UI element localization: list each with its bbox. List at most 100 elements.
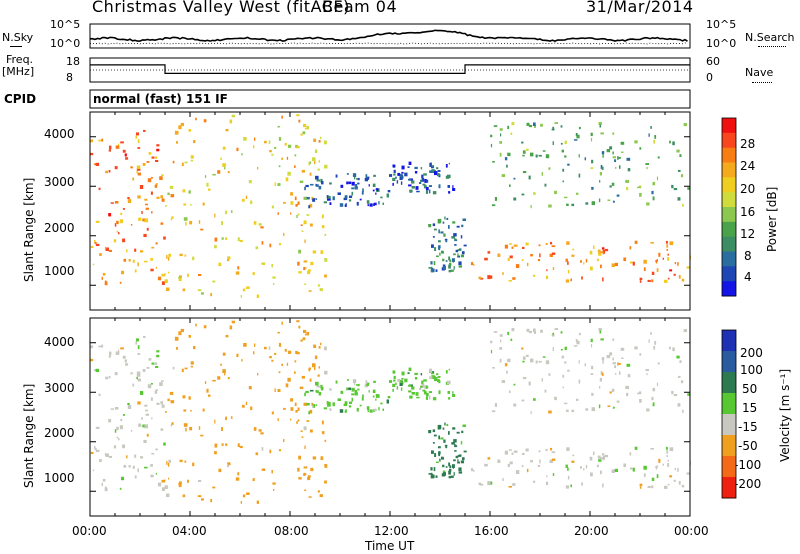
power-cell — [90, 152, 94, 156]
velocity-cell — [415, 392, 419, 396]
power-cell — [537, 259, 541, 262]
velocity-cell — [171, 422, 174, 425]
power-cell — [221, 221, 223, 225]
power-cell — [404, 172, 408, 177]
power-cell — [144, 198, 148, 201]
velocity-cell — [429, 368, 432, 373]
velocity-colorbar-segment — [722, 330, 736, 352]
power-cell — [274, 146, 277, 149]
power-cell — [214, 245, 217, 249]
power-cell — [212, 173, 216, 176]
power-cell — [438, 184, 441, 189]
velocity-cell — [250, 406, 253, 411]
power-cell — [324, 274, 327, 278]
power-cell — [192, 256, 195, 261]
power-cell — [313, 138, 317, 142]
velocity-cell — [438, 452, 441, 457]
velocity-cell — [151, 452, 155, 455]
velocity-cell — [508, 449, 512, 451]
velocity-cell — [324, 370, 328, 375]
velocity-cell — [581, 482, 583, 486]
power-cell — [354, 186, 358, 190]
axis-ticks — [89, 112, 691, 516]
power-cell — [572, 248, 575, 251]
velocity-cell — [258, 429, 262, 432]
power-cell — [448, 270, 452, 273]
velocity-cell — [274, 352, 277, 355]
velocity-cell — [436, 373, 439, 376]
xtick: 04:00 — [172, 524, 207, 538]
power-cell — [114, 166, 118, 170]
xtick: 00:00 — [674, 524, 709, 538]
power-cell — [268, 140, 271, 144]
velocity-cell — [461, 430, 464, 434]
velocity-cell — [438, 446, 441, 449]
power-cell — [301, 230, 304, 232]
velocity-cell — [598, 404, 601, 409]
velocity-cell — [511, 452, 514, 455]
velocity-cell — [98, 345, 102, 348]
power-cell — [436, 255, 439, 258]
power-cell — [611, 182, 615, 186]
power-cell — [600, 165, 603, 169]
power-cell — [300, 133, 303, 136]
power-cell — [504, 157, 508, 161]
velocity-cell — [546, 481, 549, 486]
power-cell — [227, 257, 231, 260]
velocity-cell — [452, 464, 455, 468]
power-cell — [422, 183, 426, 186]
power-cell — [98, 139, 102, 142]
velocity-cell — [346, 379, 349, 381]
power-cell — [198, 220, 201, 224]
velocity-cell — [607, 405, 611, 407]
power-cell — [601, 247, 605, 250]
power-cell — [431, 244, 434, 248]
velocity-cell — [395, 382, 397, 385]
power-cell — [166, 287, 170, 291]
velocity-cell — [386, 399, 389, 404]
power-cell — [669, 241, 674, 246]
velocity-cell — [437, 376, 441, 378]
power-cell — [349, 195, 353, 198]
power-cell — [621, 151, 624, 153]
power-cell — [273, 282, 275, 285]
power-cell — [626, 186, 629, 191]
power-cell — [585, 202, 589, 205]
power-cell — [401, 171, 404, 174]
power-cell — [542, 150, 546, 152]
power-cell — [420, 167, 423, 170]
power-cell — [597, 252, 601, 254]
velocity-ytick: 2000 — [44, 426, 75, 440]
power-cell — [407, 166, 410, 168]
power-cell — [563, 196, 568, 199]
power-cell — [513, 177, 516, 180]
velocity-cell — [629, 452, 632, 456]
velocity-cell — [324, 480, 327, 484]
velocity-cell — [155, 389, 158, 391]
power-cell — [528, 175, 531, 180]
power-cell — [583, 262, 585, 265]
power-cell — [626, 157, 631, 161]
velocity-cell — [278, 371, 281, 374]
velocity-cell — [489, 481, 493, 485]
velocity-cell — [317, 490, 320, 493]
power-cell — [116, 220, 119, 225]
power-cell — [463, 244, 467, 247]
power-cell — [148, 152, 152, 155]
power-cell — [309, 161, 311, 165]
power-cell — [253, 145, 255, 149]
power-cell — [294, 154, 297, 157]
velocity-cell — [145, 413, 149, 416]
power-cell — [599, 171, 602, 176]
power-cell — [612, 156, 616, 159]
power-cell — [683, 123, 687, 127]
power-cell — [184, 254, 187, 257]
power-cell — [346, 181, 349, 185]
velocity-cell — [151, 362, 155, 365]
power-cell — [208, 188, 211, 191]
velocity-cell — [651, 485, 654, 489]
velocity-cell — [664, 485, 668, 489]
power-cell — [540, 123, 543, 127]
velocity-cell — [202, 408, 205, 412]
power-cell — [565, 258, 568, 262]
